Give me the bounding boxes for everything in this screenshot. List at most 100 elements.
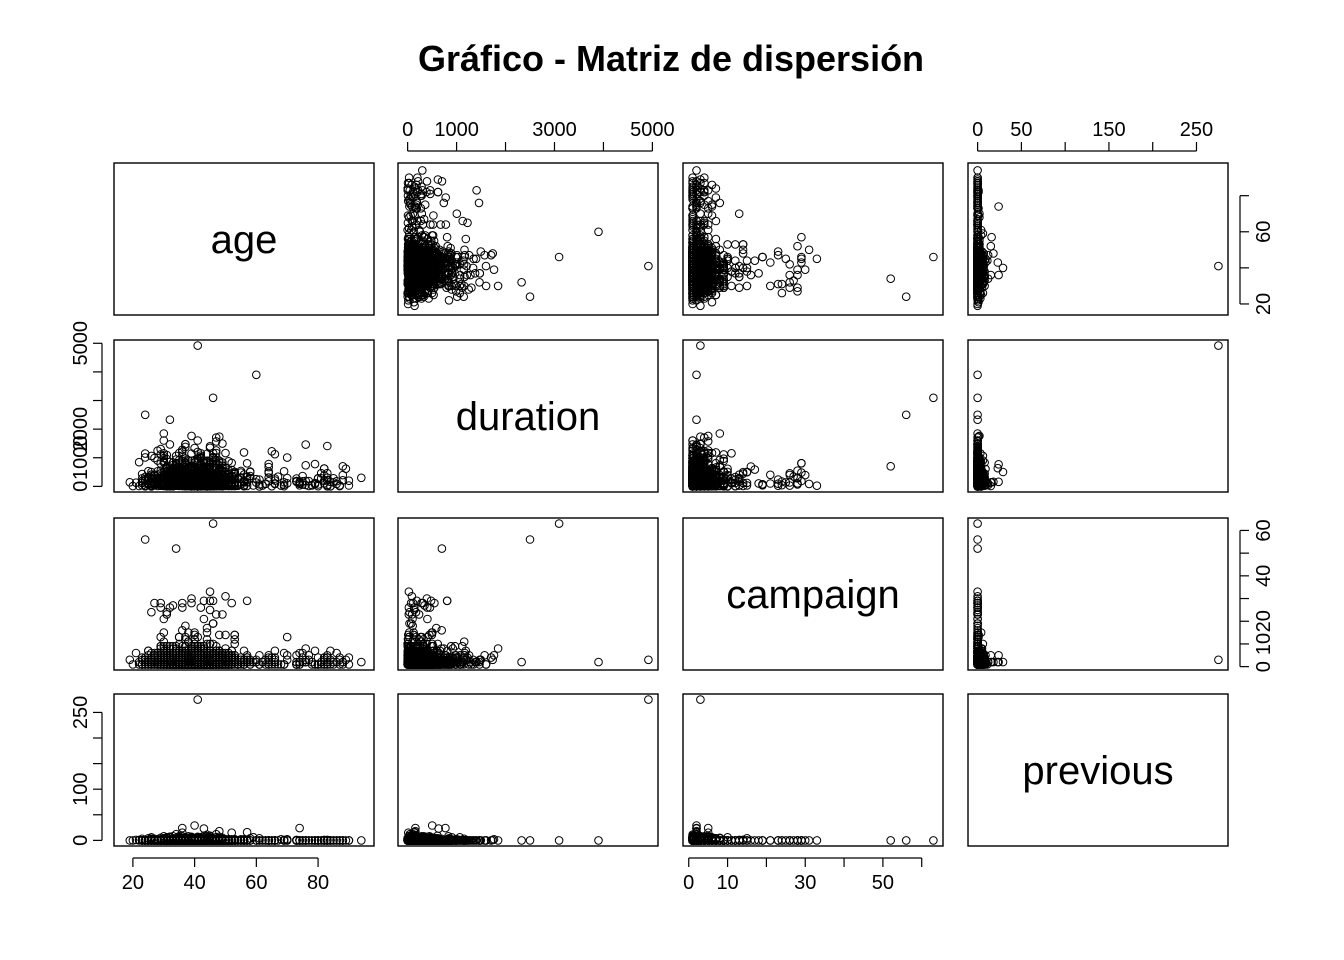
data-point [696, 209, 705, 218]
data-point [474, 198, 484, 208]
data-point [433, 175, 443, 184]
data-point [696, 301, 705, 311]
data-point [301, 461, 311, 470]
data-point [242, 459, 252, 468]
data-point [470, 269, 480, 278]
data-point [715, 198, 725, 208]
data-point [467, 283, 476, 293]
data-point [766, 281, 775, 291]
data-point [165, 415, 175, 425]
data-point [452, 209, 462, 218]
data-point [403, 196, 413, 206]
data-point [439, 198, 449, 208]
data-point [785, 260, 795, 269]
panel-box [113, 162, 375, 316]
data-point [464, 285, 474, 294]
data-point [436, 220, 446, 229]
data-point [458, 283, 467, 293]
data-point [463, 218, 472, 228]
panel-box [682, 162, 944, 316]
data-point [282, 453, 292, 462]
data-point [459, 256, 468, 266]
data-point [989, 249, 998, 258]
data-point [462, 270, 472, 280]
data-point [475, 269, 485, 278]
data-point [481, 261, 491, 271]
data-point [793, 241, 802, 251]
data-point [797, 232, 806, 242]
panel-age-vs-campaign [682, 162, 944, 316]
data-point [766, 258, 775, 267]
data-point [731, 256, 740, 266]
data-point [785, 283, 795, 293]
data-point [461, 234, 471, 244]
data-point [734, 283, 744, 293]
data-point [443, 249, 453, 258]
data-point [993, 258, 1003, 267]
panel-age-vs-duration [397, 162, 659, 316]
panel-box [397, 162, 659, 316]
data-point [466, 270, 475, 280]
data-point [429, 211, 438, 220]
data-point [703, 225, 713, 235]
data-point [754, 269, 763, 278]
data-point [758, 252, 767, 262]
data-point [812, 254, 822, 264]
data-point [489, 265, 499, 275]
data-point [493, 281, 503, 291]
data-point [986, 241, 996, 251]
data-point [410, 182, 419, 191]
data-point [793, 265, 802, 275]
data-point [422, 177, 432, 186]
data-point [403, 299, 413, 309]
data-point [418, 166, 427, 175]
data-point [750, 256, 760, 266]
data-point [525, 292, 535, 302]
data-point [973, 166, 982, 175]
data-point [777, 288, 787, 298]
data-point [644, 261, 653, 271]
data-point [987, 232, 996, 242]
data-point [452, 292, 462, 302]
data-point [781, 254, 791, 264]
data-point [460, 245, 469, 255]
data-point [1214, 261, 1223, 271]
data-point [711, 216, 721, 226]
data-point [711, 193, 721, 202]
data-point [458, 216, 468, 226]
data-point [450, 279, 459, 289]
data-point [442, 232, 452, 242]
data-point [481, 281, 491, 291]
data-point [707, 297, 717, 307]
data-point [901, 292, 911, 302]
data-point [433, 187, 443, 197]
data-point [692, 166, 701, 175]
data-point [994, 270, 1003, 280]
data-point [323, 441, 332, 451]
chart-title: Gráfico - Matriz de dispersión [418, 38, 924, 79]
variable-label-age: age [211, 218, 278, 262]
data-point [797, 252, 806, 262]
data-point [994, 202, 1003, 211]
data-point [437, 177, 447, 186]
panel-box [967, 162, 1229, 316]
data-point [301, 440, 311, 449]
data-point [404, 173, 414, 182]
data-point [929, 252, 938, 262]
data-point [727, 281, 736, 291]
data-point [310, 459, 320, 469]
data-point [488, 249, 498, 258]
data-point [723, 240, 732, 249]
data-point [742, 256, 752, 266]
data-point [472, 186, 481, 195]
data-point [554, 252, 564, 262]
data-point [486, 250, 496, 260]
data-point [742, 281, 752, 291]
panel-age-vs-age: age [113, 162, 375, 316]
data-point [475, 278, 484, 287]
data-point [711, 234, 721, 244]
data-point [444, 296, 454, 305]
data-point [408, 216, 418, 226]
